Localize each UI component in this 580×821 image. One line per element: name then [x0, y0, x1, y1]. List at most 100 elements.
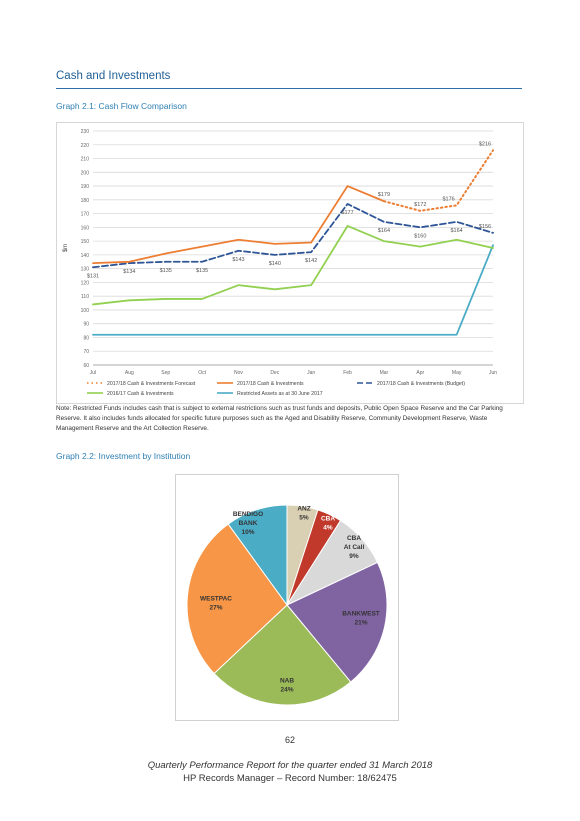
- pie-slice-label: NAB 24%: [280, 678, 294, 694]
- y-gridlines: 60 70 80 90 100 110 120 130 140 150 160 170 180 190 20…: [81, 129, 493, 369]
- pie-slice-percent: 9%: [349, 553, 359, 560]
- x-tick-label: Sep: [161, 370, 170, 376]
- data-label: $135: [196, 268, 208, 274]
- x-tick-labels: Jul Aug Sep Oct Nov Dec Jan Feb Mar Apr May Jun: [90, 370, 497, 376]
- y-tick-label: 190: [81, 184, 90, 190]
- data-label: $172: [414, 202, 426, 208]
- y-tick-label: 200: [81, 170, 90, 176]
- data-labels: $131 $134 $135 $135 $143 $140 $142 $177 $164 $160…: [87, 141, 491, 279]
- data-label: $156: [479, 224, 491, 230]
- series-line-4: [92, 244, 494, 336]
- pie-slice-percent: 24%: [280, 687, 293, 694]
- y-tick-label: 140: [81, 253, 90, 259]
- chart-legend: 2017/18 Cash & Investments Forecast 2017/…: [87, 381, 465, 397]
- pie-slice-label: WESTPAC 27%: [200, 596, 232, 612]
- cash-flow-chart-svg: 60 70 80 90 100 110 120 130 140 150 160 170 180 190 20…: [63, 129, 497, 397]
- y-tick-label: 160: [81, 225, 90, 231]
- data-label: $216: [479, 141, 491, 147]
- legend-label: 2016/17 Cash & Investments: [107, 391, 174, 397]
- pie-slice-name: CBA: [347, 535, 361, 542]
- graph1-title: Graph 2.1: Cash Flow Comparison: [56, 101, 187, 111]
- pie-slice-name: WESTPAC: [200, 596, 232, 603]
- legend-label: Restricted Assets as at 30 June 2017: [237, 391, 323, 397]
- x-tick-label: Jun: [489, 370, 497, 376]
- restricted-funds-note: Note: Restricted Funds includes cash tha…: [56, 405, 503, 432]
- data-label: $176: [443, 196, 455, 202]
- y-tick-label: 130: [81, 267, 90, 273]
- data-label: $160: [414, 233, 426, 239]
- investment-pie-chart-svg: ANZ 5% CBA 4% CBA At Call 9% BANKWEST 21% NAB 24% W…: [186, 504, 388, 706]
- pie-slice-name: BANK: [239, 520, 258, 527]
- data-label: $164: [451, 228, 463, 234]
- y-tick-label: 110: [81, 294, 89, 300]
- pie-slice: [286, 561, 388, 683]
- pie-slice-name: BENDIGO: [233, 511, 263, 518]
- pie-slice-name: NAB: [280, 678, 294, 685]
- pie-slice-percent: 4%: [323, 525, 333, 532]
- pie-slice: [213, 604, 352, 706]
- y-tick-label: 100: [81, 308, 90, 314]
- x-tick-label: Jan: [307, 370, 315, 376]
- x-tick-label: Nov: [234, 370, 243, 376]
- y-tick-label: 230: [81, 129, 90, 135]
- series-line-1: [92, 185, 385, 265]
- cash-flow-chart: 60 70 80 90 100 110 120 130 140 150 160 170 180 190 20…: [56, 122, 524, 404]
- footer-record-number: HP Records Manager – Record Number: 18/6…: [183, 773, 397, 784]
- footer-report-title: Quarterly Performance Report for the qua…: [147, 760, 433, 771]
- pie-slice: [186, 523, 288, 675]
- x-tick-label: May: [452, 370, 462, 376]
- data-label: $142: [305, 258, 317, 264]
- investment-pie-chart: ANZ 5% CBA 4% CBA At Call 9% BANKWEST 21% NAB 24% W…: [175, 474, 399, 721]
- x-tick-label: Apr: [416, 370, 424, 376]
- pie-slice-label: BANKWEST 21%: [342, 611, 380, 627]
- data-label: $131: [87, 273, 99, 279]
- pie-slice-label: BENDIGO BANK 10%: [233, 511, 263, 536]
- y-tick-label: 170: [81, 212, 90, 218]
- pie-slice-name: BANKWEST: [342, 611, 380, 618]
- legend-label: 2017/18 Cash & Investments (Budget): [377, 381, 465, 387]
- x-tick-label: Feb: [343, 370, 352, 376]
- pie-slice-label: CBA At Call 9%: [344, 535, 365, 560]
- data-label: $140: [269, 261, 281, 267]
- pie-slice-label: ANZ 5%: [297, 506, 310, 522]
- y-tick-label: 180: [81, 198, 90, 204]
- pie-slice-name: CBA: [321, 516, 335, 523]
- y-tick-label: 120: [81, 280, 90, 286]
- data-label: $179: [378, 192, 390, 198]
- section-divider: [56, 88, 522, 89]
- y-tick-label: 80: [83, 335, 89, 341]
- y-tick-label: 210: [81, 157, 90, 163]
- data-label: $134: [123, 269, 135, 275]
- x-tick-label: Aug: [125, 370, 134, 376]
- series-line-2: [92, 203, 494, 269]
- x-tick-label: Oct: [198, 370, 206, 376]
- pie-slice-percent: 10%: [241, 529, 254, 536]
- pie-slice-name: At Call: [344, 544, 365, 551]
- data-label: $164: [378, 228, 390, 234]
- pie-slice-percent: 5%: [299, 515, 309, 522]
- data-label: $177: [341, 210, 353, 216]
- x-tick-label: Mar: [380, 370, 389, 376]
- series-line-3: [92, 225, 494, 306]
- data-label: $143: [232, 257, 244, 263]
- pie-slice-percent: 21%: [354, 620, 367, 627]
- pie-slice: [227, 504, 288, 607]
- y-axis-label: $m: [63, 244, 69, 252]
- page-number: 62: [284, 735, 295, 745]
- section-title: Cash and Investments: [56, 70, 171, 82]
- pie-slice-percent: 27%: [209, 605, 222, 612]
- x-tick-label: Jul: [90, 370, 96, 376]
- legend-label: 2017/18 Cash & Investments: [237, 381, 304, 387]
- graph2-title: Graph 2.2: Investment by Institution: [56, 451, 191, 461]
- y-tick-label: 220: [81, 143, 90, 149]
- y-tick-label: 70: [83, 349, 89, 355]
- x-tick-label: Dec: [270, 370, 279, 376]
- y-tick-label: 60: [83, 363, 89, 369]
- pie-slice-label: CBA 4%: [321, 516, 335, 532]
- series-line-0: [382, 149, 494, 212]
- legend-label: 2017/18 Cash & Investments Forecast: [107, 381, 196, 387]
- y-tick-label: 150: [81, 239, 90, 245]
- pie-slice-name: ANZ: [297, 506, 310, 513]
- y-tick-label: 90: [83, 322, 89, 328]
- data-label: $135: [160, 268, 172, 274]
